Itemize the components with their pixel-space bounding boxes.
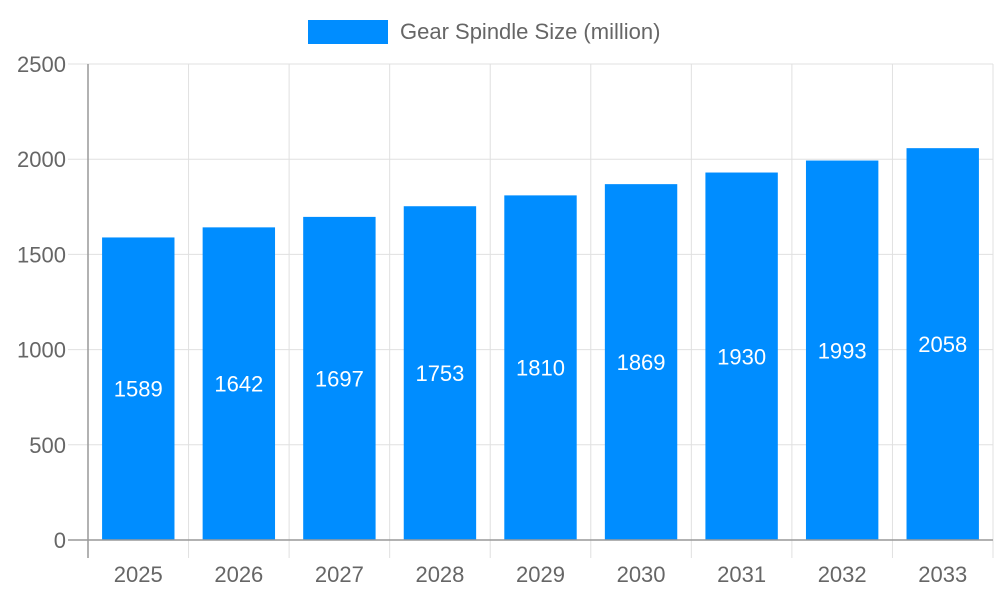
- legend-label: Gear Spindle Size (million): [400, 19, 660, 44]
- data-label: 1589: [114, 377, 163, 402]
- x-tick-label: 2033: [918, 562, 967, 587]
- legend-swatch: [308, 20, 388, 44]
- x-tick-label: 2028: [415, 562, 464, 587]
- axes: 0 500 1000 1500 2000 2500 2025 2026 2027 2028 2029…: [17, 52, 993, 587]
- bar: [705, 172, 778, 540]
- x-tick-label: 2029: [516, 562, 565, 587]
- data-label: 2058: [918, 332, 967, 357]
- x-tick-label: 2025: [114, 562, 163, 587]
- y-tick-label: 2500: [17, 52, 66, 77]
- data-label: 1642: [214, 372, 263, 397]
- legend[interactable]: Gear Spindle Size (million): [308, 19, 660, 44]
- bar: [102, 237, 175, 540]
- bar: [303, 216, 376, 540]
- y-tick-label: 0: [54, 528, 66, 553]
- data-label: 1810: [516, 356, 565, 381]
- bar: [805, 160, 879, 540]
- data-label: 1993: [818, 338, 867, 363]
- bar: [202, 227, 276, 540]
- y-tick-label: 2000: [17, 147, 66, 172]
- y-tick-label: 500: [29, 433, 66, 458]
- y-tick-label: 1000: [17, 338, 66, 363]
- data-label: 1930: [717, 344, 766, 369]
- x-tick-label: 2026: [214, 562, 263, 587]
- data-label: 1869: [617, 350, 666, 375]
- y-tick-label: 1500: [17, 242, 66, 267]
- data-label: 1753: [415, 361, 464, 386]
- bars: 1589 1642 1697 1753 1810 1869 1930 1993 2058: [102, 148, 979, 540]
- gridlines: [68, 63, 994, 558]
- data-label: 1697: [315, 366, 364, 391]
- x-tick-label: 2032: [818, 562, 867, 587]
- bar: [403, 206, 477, 540]
- x-tick-label: 2031: [717, 562, 766, 587]
- bar: [604, 184, 678, 540]
- x-tick-label: 2030: [617, 562, 666, 587]
- bar: [906, 148, 979, 540]
- bar: [504, 195, 577, 540]
- x-tick-label: 2027: [315, 562, 364, 587]
